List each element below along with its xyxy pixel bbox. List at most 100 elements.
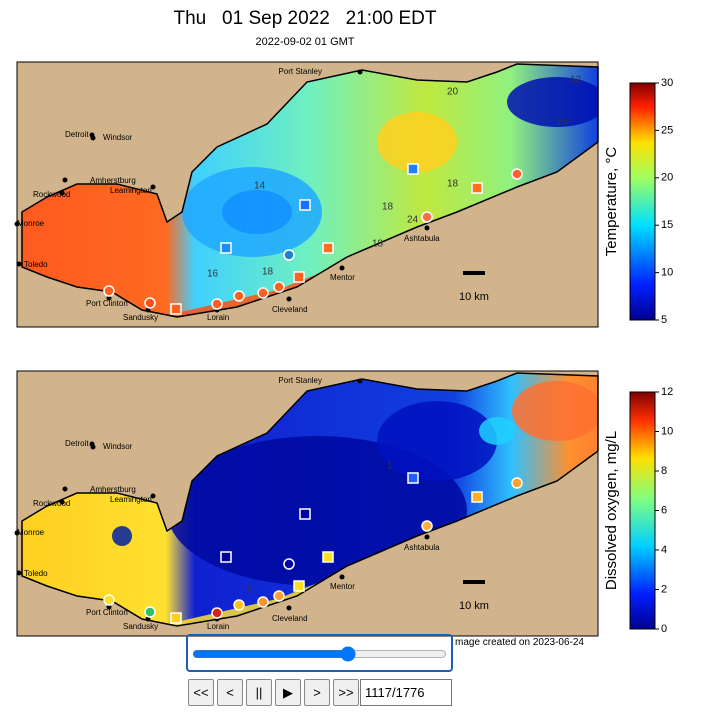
station-marker (211, 607, 223, 619)
city-dot (339, 265, 345, 271)
contour-label: 16 (557, 117, 569, 128)
station-marker (273, 590, 285, 602)
place-label: Toledo (24, 569, 48, 578)
city-dot (62, 177, 68, 183)
place-label: Port Stanley (278, 67, 322, 76)
control-button[interactable]: || (246, 679, 272, 706)
station-marker (144, 606, 156, 618)
city-dot (62, 486, 68, 492)
city-dot (150, 493, 156, 499)
city-dot (90, 444, 96, 450)
control-button[interactable]: < (217, 679, 243, 706)
field-region (512, 381, 598, 441)
place-label: Cleveland (272, 305, 308, 314)
colorbar-tick-label: 0 (661, 623, 667, 635)
city-dot (286, 296, 292, 302)
contour-label: 24 (407, 215, 419, 226)
control-button[interactable]: >> (333, 679, 359, 706)
scale-label: 10 km (459, 600, 489, 612)
field-region (377, 401, 497, 481)
place-label: Amherstburg (90, 176, 136, 185)
station-marker (299, 199, 311, 211)
colorbar-tick-label: 25 (661, 124, 673, 136)
station-marker (257, 287, 269, 299)
contour-label: 6 (247, 585, 253, 596)
city-dot (150, 184, 156, 190)
place-label: Monroe (17, 528, 45, 537)
station-marker (257, 596, 269, 608)
scale-bar (463, 580, 485, 584)
city-dot (424, 534, 430, 540)
city-dot (14, 221, 20, 227)
colorbar (629, 82, 656, 321)
station-marker (322, 242, 334, 254)
city-dot (106, 295, 112, 301)
field-region (377, 112, 457, 172)
colorbar-tick-label: 30 (661, 77, 673, 89)
city-dot (424, 225, 430, 231)
control-button[interactable]: > (304, 679, 330, 706)
credit: mage created on 2023-06-24 (455, 637, 584, 648)
station-marker (170, 303, 182, 315)
station-marker (211, 298, 223, 310)
scale-bar (463, 271, 485, 275)
field-region (479, 417, 515, 445)
contour-label: 1 (387, 461, 393, 472)
station-marker (322, 551, 334, 563)
slider[interactable] (186, 634, 453, 672)
contour-label: 18 (372, 239, 384, 250)
station-marker (421, 520, 433, 532)
control-button[interactable]: ▶ (275, 679, 301, 706)
station-marker (283, 249, 295, 261)
place-label: Mentor (330, 582, 355, 591)
station-marker (103, 594, 115, 606)
place-label: Lorain (207, 313, 229, 322)
place-label: Leamington (110, 495, 152, 504)
city-dot (59, 499, 65, 505)
colorbar (629, 391, 656, 630)
map: Port Stanley Detroit Windsor AmherstburgLea… (14, 61, 599, 328)
contour-label: 16 (207, 269, 219, 280)
place-label: Ashtabula (404, 543, 440, 552)
station-marker (471, 182, 483, 194)
city-dot (145, 616, 151, 622)
colorbar-label: Temperature, °C (603, 147, 620, 257)
map: Port Stanley Detroit Windsor AmherstburgLea… (14, 370, 599, 637)
station-marker (293, 580, 305, 592)
place-label: Rockwood (33, 190, 70, 199)
city-dot (286, 605, 292, 611)
station-marker (421, 211, 433, 223)
place-label: Detroit (65, 130, 89, 139)
field-region (112, 526, 132, 546)
field-region (222, 190, 292, 234)
contour-label: 20 (447, 87, 459, 98)
contour-label: 18 (382, 202, 394, 213)
station-marker (273, 281, 285, 293)
station-marker (233, 290, 245, 302)
station-marker (511, 168, 523, 180)
station-marker (471, 491, 483, 503)
place-label: Ashtabula (404, 234, 440, 243)
colorbar-tick-label: 5 (661, 314, 667, 326)
place-label: Lorain (207, 622, 229, 631)
place-label: Port Stanley (278, 376, 322, 385)
field-region (507, 77, 598, 127)
title: Thu 01 Sep 2022 21:00 EDT (173, 8, 436, 29)
colorbar-label: Dissolved oxygen, mg/L (603, 431, 620, 590)
city-dot (16, 261, 22, 267)
station-marker (283, 558, 295, 570)
colorbar-tick-label: 4 (661, 544, 667, 556)
station-marker (144, 297, 156, 309)
frame-counter[interactable]: 1117/1776 (360, 679, 452, 706)
place-label: Detroit (65, 439, 89, 448)
control-button[interactable]: << (188, 679, 214, 706)
place-label: Rockwood (33, 499, 70, 508)
slider-input[interactable] (192, 646, 447, 662)
place-label: Port Clinton (86, 608, 128, 617)
city-dot (59, 190, 65, 196)
city-dot (339, 574, 345, 580)
station-marker (299, 508, 311, 520)
station-marker (407, 163, 419, 175)
